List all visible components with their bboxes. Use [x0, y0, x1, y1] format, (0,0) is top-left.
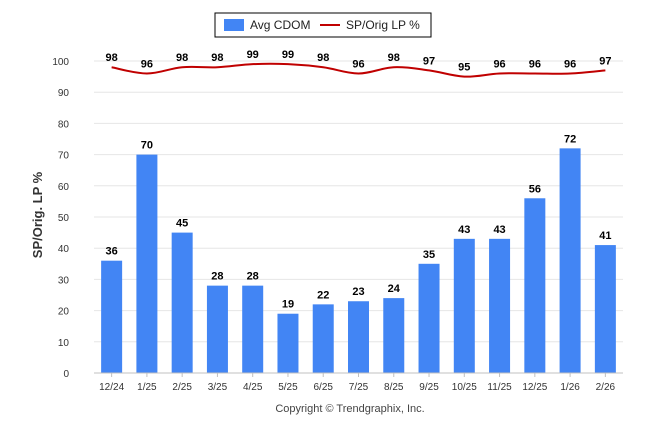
- x-tick-label: 11/25: [487, 382, 512, 393]
- bar: [453, 238, 475, 373]
- line-value-label: 97: [423, 55, 435, 67]
- y-tick-label: 20: [58, 307, 70, 318]
- bar: [559, 148, 581, 373]
- bar-value-label: 56: [529, 183, 541, 195]
- line-value-label: 96: [493, 58, 505, 70]
- copyright-credit: Copyright © Trendgraphix, Inc.: [275, 403, 424, 415]
- y-tick-label: 70: [58, 151, 70, 162]
- bar: [383, 298, 405, 373]
- bar-value-label: 35: [423, 249, 435, 261]
- bar-value-label: 70: [141, 140, 153, 152]
- x-tick-label: 4/25: [243, 382, 263, 393]
- x-axis: 12/24 1/25 2/25 3/25 4/25 5/25 6/25 7/25 8/25 9/2…: [94, 372, 623, 393]
- bar: [418, 263, 440, 373]
- bar: [348, 301, 369, 373]
- bars: [101, 148, 616, 373]
- y-tick-label: 0: [63, 369, 69, 380]
- line-value-label: 97: [599, 55, 611, 67]
- y-tick-label: 10: [58, 338, 70, 349]
- bar-value-label: 36: [106, 246, 118, 258]
- legend-swatch-bar: [224, 19, 244, 31]
- legend: Avg CDOM SP/Orig LP %: [214, 12, 432, 38]
- bar: [242, 285, 264, 373]
- x-tick-label: 10/25: [452, 382, 477, 393]
- x-tick-label: 1/25: [137, 382, 157, 393]
- line-value-label: 96: [352, 58, 364, 70]
- line-value-label: 98: [317, 52, 329, 64]
- line-value-label: 98: [106, 52, 118, 64]
- bar: [594, 245, 616, 373]
- bar-value-label: 43: [458, 224, 470, 236]
- x-tick-label: 2/26: [596, 382, 616, 393]
- line-value-label: 99: [247, 49, 259, 61]
- bar-value-label: 22: [317, 289, 329, 301]
- x-tick-label: 12/25: [522, 382, 547, 393]
- data-labels: 36 70 45 28 28 19 22 23 24 35 43 43 56 72 41 98 96 98 98 99…: [106, 49, 612, 311]
- line-value-label: 95: [458, 62, 470, 74]
- x-tick-label: 9/25: [419, 382, 439, 393]
- x-tick-label: 5/25: [278, 382, 298, 393]
- y-tick-label: 100: [52, 57, 69, 68]
- y-tick-label: 60: [58, 182, 70, 193]
- line-value-label: 96: [529, 58, 541, 70]
- x-tick-label: 8/25: [384, 382, 404, 393]
- line-value-label: 98: [211, 52, 223, 64]
- x-tick-label: 12/24: [99, 382, 124, 393]
- line-value-label: 98: [388, 52, 400, 64]
- bar: [277, 313, 299, 373]
- line-series: [111, 62, 606, 78]
- bar: [171, 232, 193, 373]
- bar-value-label: 43: [493, 224, 505, 236]
- line-value-label: 96: [141, 58, 153, 70]
- y-axis-title: SP/Orig. LP %: [30, 171, 45, 258]
- y-tick-label: 80: [58, 119, 70, 130]
- x-tick-label: 1/26: [560, 382, 580, 393]
- bar-value-label: 41: [599, 230, 611, 242]
- bar: [489, 238, 511, 373]
- bar-value-label: 23: [352, 286, 364, 298]
- bar-value-label: 72: [564, 133, 576, 145]
- line-value-label: 99: [282, 49, 294, 61]
- line-value-label: 98: [176, 52, 188, 64]
- x-tick-label: 2/25: [172, 382, 192, 393]
- bar-value-label: 28: [247, 271, 259, 283]
- bar-value-label: 24: [388, 283, 401, 295]
- bar: [206, 285, 228, 373]
- y-tick-label: 90: [58, 88, 70, 99]
- bar: [101, 260, 123, 373]
- bar-value-label: 19: [282, 299, 294, 311]
- bar: [136, 154, 158, 373]
- bar-value-label: 45: [176, 218, 188, 230]
- y-tick-label: 50: [58, 213, 70, 224]
- bar: [312, 304, 334, 373]
- x-tick-label: 6/25: [313, 382, 333, 393]
- line-value-label: 96: [564, 58, 576, 70]
- x-tick-label: 3/25: [208, 382, 228, 393]
- y-tick-label: 40: [58, 244, 70, 255]
- y-axis: 0 10 20 30 40 50 60 70 80 90 100: [52, 57, 69, 380]
- y-tick-label: 30: [58, 275, 70, 286]
- legend-label-bar: Avg CDOM: [250, 18, 310, 32]
- x-tick-label: 7/25: [349, 382, 369, 393]
- legend-label-line: SP/Orig LP %: [346, 18, 420, 32]
- bar-value-label: 28: [211, 271, 223, 283]
- bar: [524, 198, 546, 373]
